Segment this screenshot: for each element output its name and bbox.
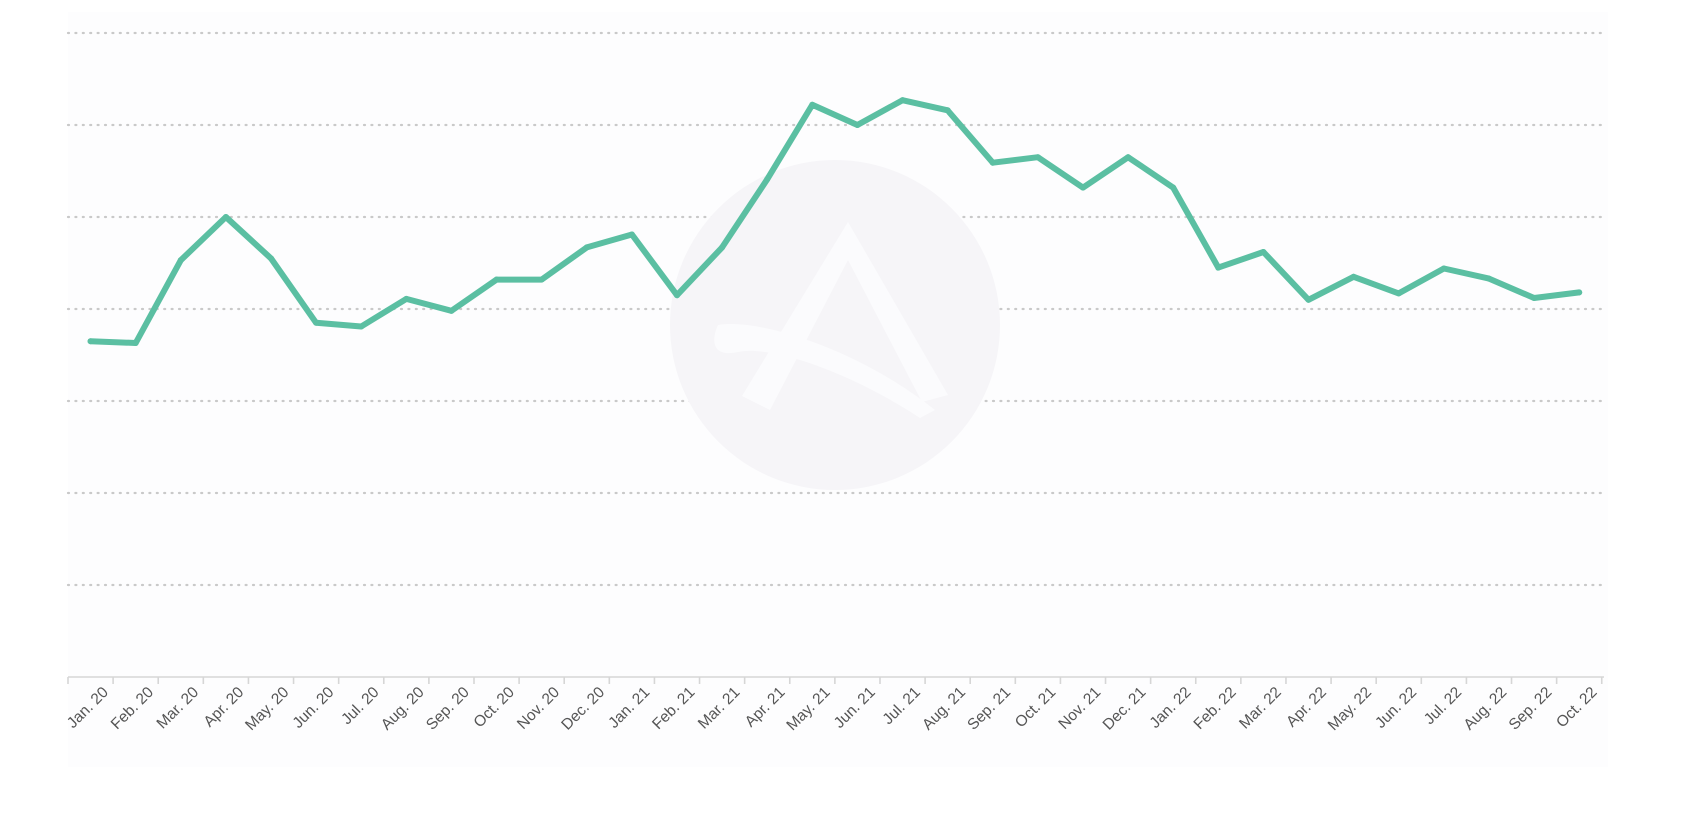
data-point: [628, 231, 635, 238]
data-point: [267, 255, 274, 262]
data-point: [1034, 154, 1041, 161]
data-point: [1531, 294, 1538, 301]
data-point: [87, 338, 94, 345]
data-point: [1576, 289, 1583, 296]
data-point: [989, 159, 996, 166]
data-point: [1485, 275, 1492, 282]
data-point: [673, 292, 680, 299]
data-point: [764, 176, 771, 183]
data-point: [1079, 184, 1086, 191]
data-point: [1350, 273, 1357, 280]
series-layer: [87, 97, 1583, 347]
data-point: [1440, 265, 1447, 272]
data-point: [132, 340, 139, 347]
data-point: [1260, 248, 1267, 255]
data-point: [719, 244, 726, 251]
data-point: [538, 276, 545, 283]
watermark-logo: [670, 160, 1000, 490]
data-point: [222, 214, 229, 220]
data-point: [899, 97, 906, 104]
data-point: [358, 323, 365, 330]
data-point: [1395, 290, 1402, 297]
x-axis: [67, 676, 1604, 684]
data-point: [403, 295, 410, 302]
data-point: [854, 122, 861, 128]
data-point: [583, 244, 590, 251]
data-point: [809, 101, 816, 108]
data-point: [1125, 154, 1132, 161]
series-line: [87, 97, 1583, 346]
data-point: [493, 276, 500, 283]
data-point: [1215, 264, 1222, 271]
data-point: [944, 107, 951, 114]
data-point: [448, 307, 455, 314]
data-point: [177, 257, 184, 264]
data-point: [1170, 184, 1177, 191]
data-point: [313, 319, 320, 326]
data-point: [1305, 296, 1312, 303]
grid-lines: [66, 31, 1606, 587]
